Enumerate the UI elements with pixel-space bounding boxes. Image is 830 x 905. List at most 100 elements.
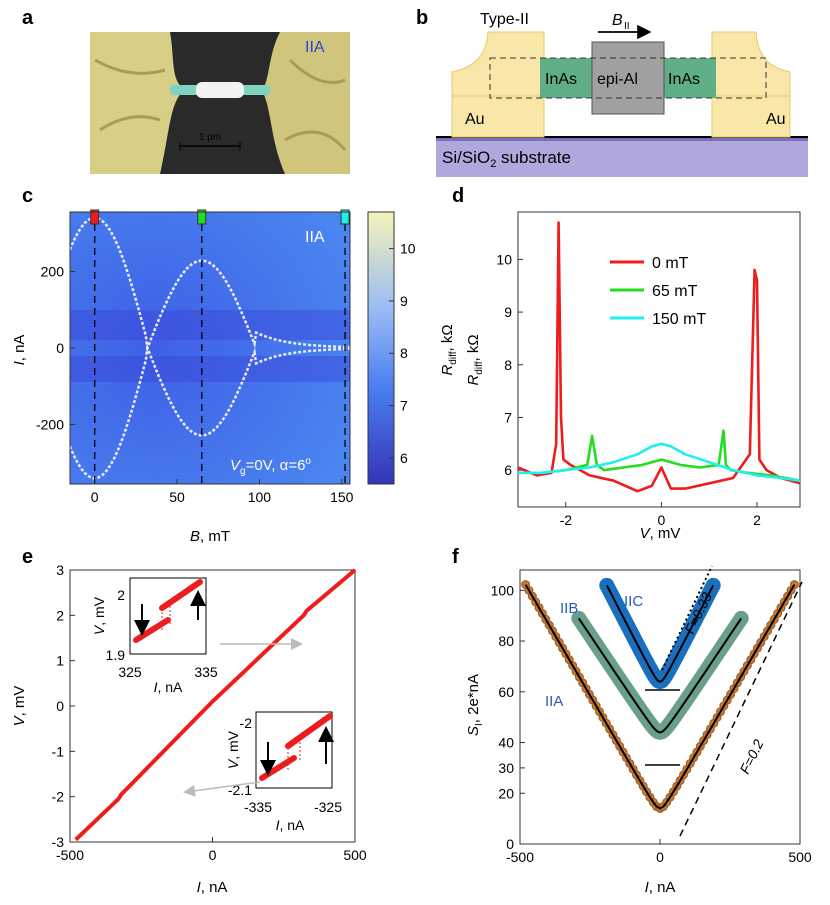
f-ytick-label: 30 (498, 760, 514, 776)
f-ytick-label: 100 (491, 582, 515, 598)
f-ytick-label: 80 (498, 633, 514, 649)
colorbar-tick-label: 7 (400, 398, 408, 414)
d-ytick-label: 10 (496, 251, 512, 267)
guide-f02 (679, 581, 803, 837)
panel-label-c: c (22, 185, 33, 207)
f-xtick-label: -500 (506, 849, 534, 865)
x-axis-label-f: I, nA (645, 879, 676, 896)
d-xtick-label: 0 (657, 512, 665, 528)
f-xtick-label: 0 (656, 849, 664, 865)
c-ytick-label: -200 (36, 417, 64, 433)
series-label-iic: IIC (624, 593, 643, 610)
y-axis-label-c: I, nA (11, 335, 28, 366)
inset-top: 2 1.9 325 335 I, nA V, mV (91, 577, 218, 695)
c-xtick-label: 150 (330, 489, 354, 505)
field-marker-tab (90, 209, 100, 225)
guide-f033 (661, 565, 713, 671)
panel-label-b: b (416, 7, 428, 29)
e-ytick-label: -1 (52, 743, 65, 759)
inset-bottom-xlabel: I, nA (276, 817, 305, 833)
d-ytick-label: 8 (504, 357, 512, 373)
colorbar-tick-label: 8 (400, 345, 408, 361)
heatmap-sample-label: IIA (305, 229, 325, 246)
colorbar (367, 211, 395, 485)
inset-pointer-bottom (183, 781, 261, 797)
noise-point (789, 580, 799, 590)
y-axis-label-e: V, mV (11, 686, 28, 727)
e-ytick-label: 3 (56, 562, 64, 578)
inset-bottom: -2 -2.1 -335 -325 I, nA V, mV (225, 711, 342, 833)
au-right-label: Au (766, 111, 786, 128)
switching-current-lower (68, 343, 350, 480)
colorbar-tick-label: 10 (400, 241, 416, 257)
device-schematic: Type-II B II InAs InAs epi-Al Au Au Si/S… (436, 11, 808, 177)
noise-fit (577, 617, 743, 734)
sample-label-a: IIA (305, 39, 325, 56)
au-left-label: Au (465, 111, 485, 128)
d-ytick-label: 6 (504, 462, 512, 478)
inset-top-ytick-hi: 2 (117, 587, 125, 603)
type-title: Type-II (480, 11, 529, 28)
y-axis-label-f: SI, 2e*nA (465, 674, 485, 736)
chart-c: 0 50 100 150 -200 0 200 IIA Vg=0V, α=6o 6 7 8 9 10… (11, 209, 459, 545)
e-xtick-label: -500 (56, 847, 84, 863)
inset-top-xlabel: I, nA (154, 679, 183, 695)
colorbar-tick-label: 9 (400, 293, 408, 309)
heatmap-area (70, 212, 350, 484)
substrate (436, 141, 808, 177)
series-line (518, 442, 801, 482)
panel-label-e: e (22, 546, 33, 568)
e-xtick-label: 500 (343, 847, 367, 863)
e-ytick-label: -2 (52, 789, 65, 805)
e-ytick-label: 0 (56, 698, 64, 714)
noise-fit (524, 584, 796, 810)
iv-curve (74, 568, 357, 842)
epi-al-label: epi-Al (597, 71, 638, 88)
series-label-iib: IIB (560, 600, 578, 617)
inset-bottom-xtick-lo: -335 (244, 799, 272, 815)
x-axis-label-c: B, mT (190, 528, 230, 545)
c-ytick-label: 200 (41, 263, 65, 279)
c-xtick-label: 100 (248, 489, 272, 505)
inas-right-label: InAs (668, 71, 700, 88)
substrate-label: Si/SiO2 substrate (442, 148, 571, 170)
colorbar-label: Rdiff, kΩ (439, 324, 459, 375)
inset-top-ytick-lo: 1.9 (106, 647, 126, 663)
f-ytick-label: 40 (498, 735, 514, 751)
inset-bottom-ytick-hi: -2 (240, 715, 253, 731)
inset-top-xtick-lo: 325 (118, 664, 142, 680)
inset-top-ylabel: V, mV (91, 596, 107, 635)
panel-label-a: a (22, 7, 34, 29)
y-axis-label-d: Rdiff, kΩ (465, 334, 485, 385)
heatmap-condition: Vg=0V, α=6o (230, 456, 311, 477)
switching-current-upper (68, 216, 350, 353)
epi-al-shell (591, 41, 665, 115)
x-axis-label-d: V, mV (640, 525, 681, 542)
c-xtick-label: 50 (169, 489, 185, 505)
e-ytick-label: 2 (56, 607, 64, 623)
chart-e: -500 0 500 -3 -2 -1 0 1 2 3 I, nA V, mV 2 1.9 325… (11, 562, 367, 896)
c-ytick-label: 0 (56, 340, 64, 356)
e-ytick-label: 1 (56, 653, 64, 669)
series-line (517, 221, 801, 493)
e-xtick-label: 0 (209, 847, 217, 863)
inas-left-label: InAs (545, 71, 577, 88)
field-subscript: II (624, 21, 630, 32)
inset-bottom-xtick-hi: -325 (314, 799, 342, 815)
x-axis-label-e: I, nA (197, 879, 228, 896)
chart-d: -2 0 2 6 7 8 9 10 0 mT 65 mT 150 mT V, mV Rdiff, … (465, 211, 801, 542)
sem-image: 1 µm IIA (90, 32, 350, 174)
scalebar-label: 1 µm (199, 132, 221, 143)
d-xtick-label: -2 (560, 512, 573, 528)
field-symbol: B (612, 12, 623, 29)
inset-top-xtick-hi: 335 (194, 664, 218, 680)
f-xtick-label: 500 (788, 849, 812, 865)
panel-label-f: f (452, 546, 459, 568)
legend-label: 65 mT (652, 283, 698, 300)
e-ytick-label: -3 (52, 834, 65, 850)
panel-label-d: d (452, 185, 464, 207)
colorbar-tick-label: 6 (400, 450, 408, 466)
f-ytick-label: 60 (498, 684, 514, 700)
c-xtick-label: 0 (91, 489, 99, 505)
